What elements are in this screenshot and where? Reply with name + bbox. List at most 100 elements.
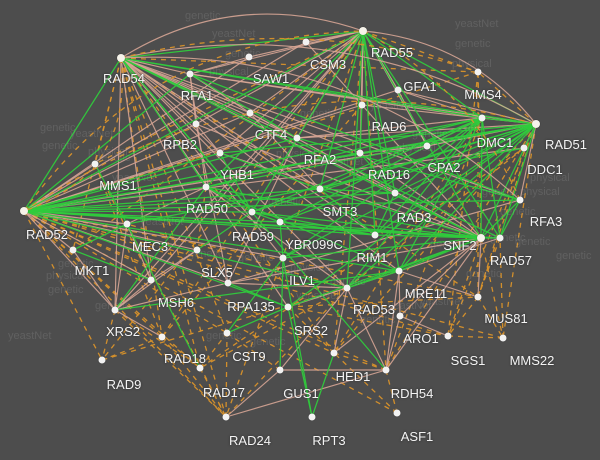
node-rad9[interactable] <box>98 356 106 364</box>
node-slx5[interactable] <box>193 246 201 254</box>
edge-yeastNet <box>319 188 482 239</box>
edge-yeastNet <box>346 270 400 289</box>
edge-yeastNet <box>362 30 483 119</box>
node-rad6[interactable] <box>358 101 366 109</box>
node-aro1[interactable] <box>396 312 404 320</box>
node-mkt1[interactable] <box>69 246 77 254</box>
node-rad16[interactable] <box>356 149 364 157</box>
edge-genetic <box>199 367 227 418</box>
edge-physical <box>189 30 364 75</box>
edge-yeastNet <box>189 73 298 139</box>
node-rad50[interactable] <box>202 183 210 191</box>
edge-yeastNet <box>227 282 289 308</box>
node-rad52[interactable] <box>20 207 28 215</box>
node-rad17[interactable] <box>196 364 204 372</box>
node-sgs1[interactable] <box>444 332 452 340</box>
node-cpa2[interactable] <box>423 142 431 150</box>
node-rad51[interactable] <box>532 120 540 128</box>
edge-physical <box>399 315 449 337</box>
node-mms4[interactable] <box>474 68 482 76</box>
node-rfa1[interactable] <box>186 70 194 78</box>
node-asf1[interactable] <box>393 409 401 417</box>
edge-physical <box>120 44 537 125</box>
node-mus81[interactable] <box>474 293 482 301</box>
edge-physical <box>477 237 482 298</box>
edge-physical <box>120 56 521 201</box>
node-rad53[interactable] <box>343 284 351 292</box>
node-hed1[interactable] <box>330 349 338 357</box>
node-rfa2[interactable] <box>293 134 301 142</box>
edge-yeastNet <box>279 221 284 259</box>
edge-yeastNet <box>205 123 537 188</box>
node-saw1[interactable] <box>245 53 253 61</box>
edge-genetic <box>333 30 364 354</box>
edge-physical <box>227 137 298 284</box>
edge-yeastNet <box>279 221 376 236</box>
node-mms22[interactable] <box>499 334 507 342</box>
edge-yeastNet <box>205 186 253 213</box>
edge-yeastNet <box>219 152 321 190</box>
node-smt3[interactable] <box>316 185 324 193</box>
edge-genetic <box>477 71 537 125</box>
node-rad59[interactable] <box>248 208 256 216</box>
edge-yeastNet <box>120 57 207 188</box>
node-ybr099c[interactable] <box>276 218 284 226</box>
node-rpa135[interactable] <box>224 279 232 287</box>
edge-physical <box>296 117 483 139</box>
node-mms1[interactable] <box>91 160 99 168</box>
edge-genetic <box>120 37 479 73</box>
node-xrs2[interactable] <box>111 306 119 314</box>
node-rpb2[interactable] <box>192 120 200 128</box>
node-rad3[interactable] <box>391 189 399 197</box>
edge-yeastNet <box>23 210 289 308</box>
node-rdh54[interactable] <box>382 366 390 374</box>
node-mec3[interactable] <box>123 220 131 228</box>
node-rad57[interactable] <box>496 234 504 242</box>
node-rad55[interactable] <box>359 27 367 35</box>
node-rim1[interactable] <box>371 231 379 239</box>
edge-yeastNet <box>72 249 152 281</box>
edge-genetic <box>23 210 227 418</box>
edge-physical <box>23 210 284 259</box>
edge-genetic <box>161 336 201 369</box>
node-dmc1[interactable] <box>478 114 486 122</box>
node-rad54[interactable] <box>117 54 125 62</box>
node-rfa3[interactable] <box>516 196 524 204</box>
node-snf2[interactable] <box>477 234 485 242</box>
edge-yeastNet <box>23 210 376 236</box>
edge-genetic <box>161 30 364 338</box>
edge-physical <box>23 210 74 251</box>
edge-genetic <box>287 306 449 337</box>
node-yhb1[interactable] <box>216 149 224 157</box>
edge-physical <box>385 270 400 371</box>
edge-genetic <box>126 223 348 289</box>
node-csm3[interactable] <box>302 38 310 46</box>
edge-genetic <box>23 57 123 212</box>
node-mre11[interactable] <box>395 267 403 275</box>
node-rad18[interactable] <box>158 333 166 341</box>
node-cst9[interactable] <box>223 329 231 337</box>
edge-yeastNet <box>23 210 348 289</box>
edge-yeastNet <box>359 123 537 154</box>
node-rpt3[interactable] <box>308 413 316 421</box>
edge-yeastNet <box>319 188 396 194</box>
node-gus1[interactable] <box>276 366 284 374</box>
edge-physical <box>219 30 364 154</box>
edge-yeastNet <box>481 117 537 125</box>
edge-physical <box>195 123 221 154</box>
edge-yeastNet <box>282 123 537 259</box>
node-rad24[interactable] <box>222 413 230 421</box>
edge-yeastNet <box>279 123 537 223</box>
node-gfa1[interactable] <box>394 86 402 94</box>
edge-genetic <box>94 163 163 338</box>
edge-yeastNet <box>362 30 376 236</box>
edge-yeastNet <box>189 73 521 201</box>
node-ilv1[interactable] <box>279 254 287 262</box>
edge-yeastNet <box>251 117 483 213</box>
node-ddc1[interactable] <box>520 144 528 152</box>
node-srs2[interactable] <box>284 303 292 311</box>
node-ctf4[interactable] <box>246 109 254 117</box>
node-msh6[interactable] <box>147 276 155 284</box>
